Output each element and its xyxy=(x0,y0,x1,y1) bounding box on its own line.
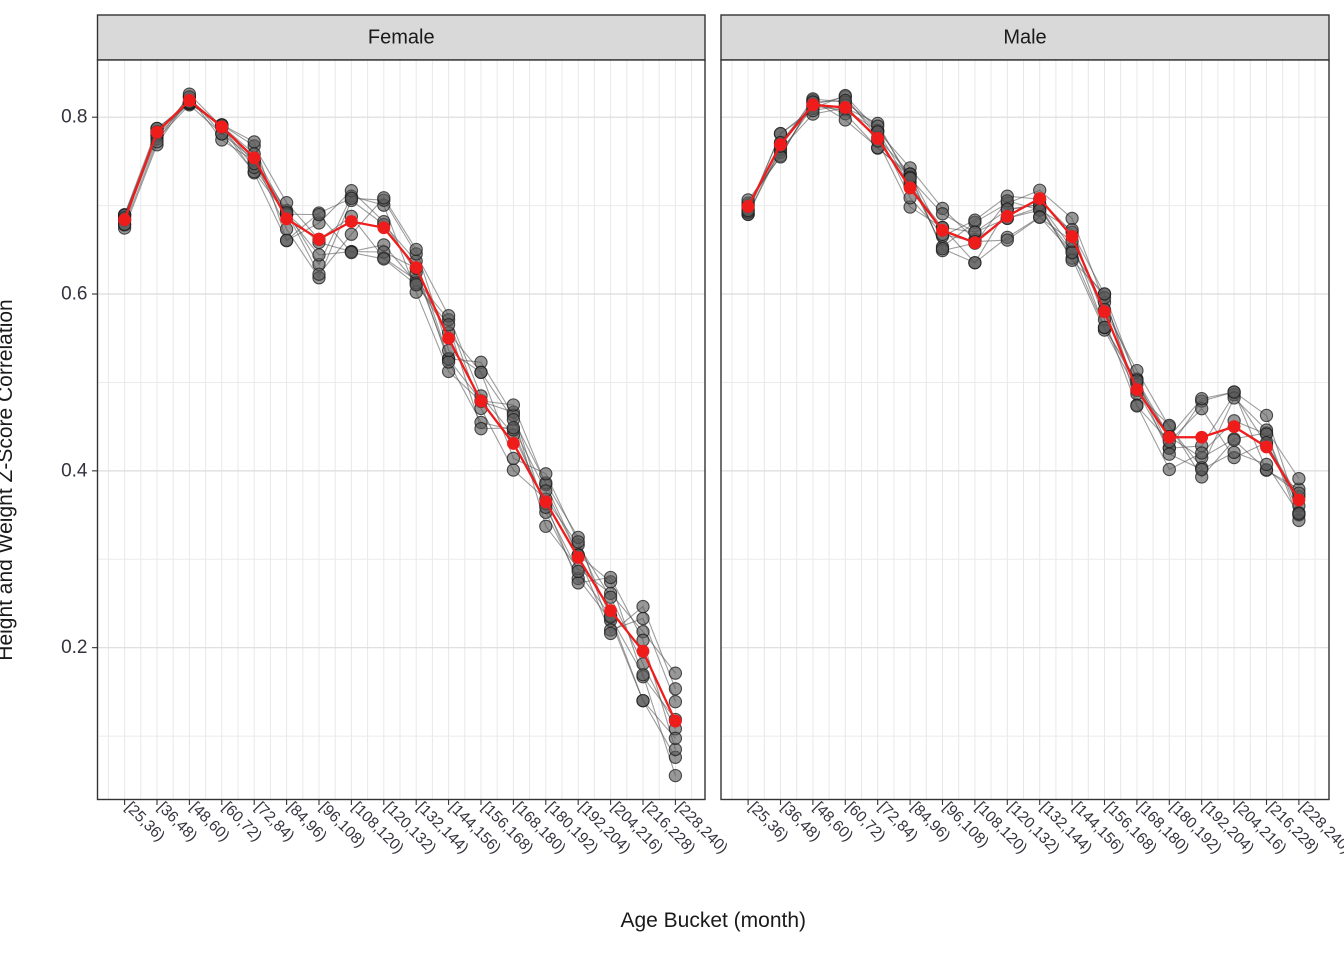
svg-text:0.6: 0.6 xyxy=(61,284,87,305)
svg-text:0.8: 0.8 xyxy=(61,107,87,128)
svg-text:0.2: 0.2 xyxy=(61,637,87,658)
svg-text:Female: Female xyxy=(368,27,435,49)
svg-text:Male: Male xyxy=(1003,27,1046,49)
svg-text:0.4: 0.4 xyxy=(61,460,88,481)
